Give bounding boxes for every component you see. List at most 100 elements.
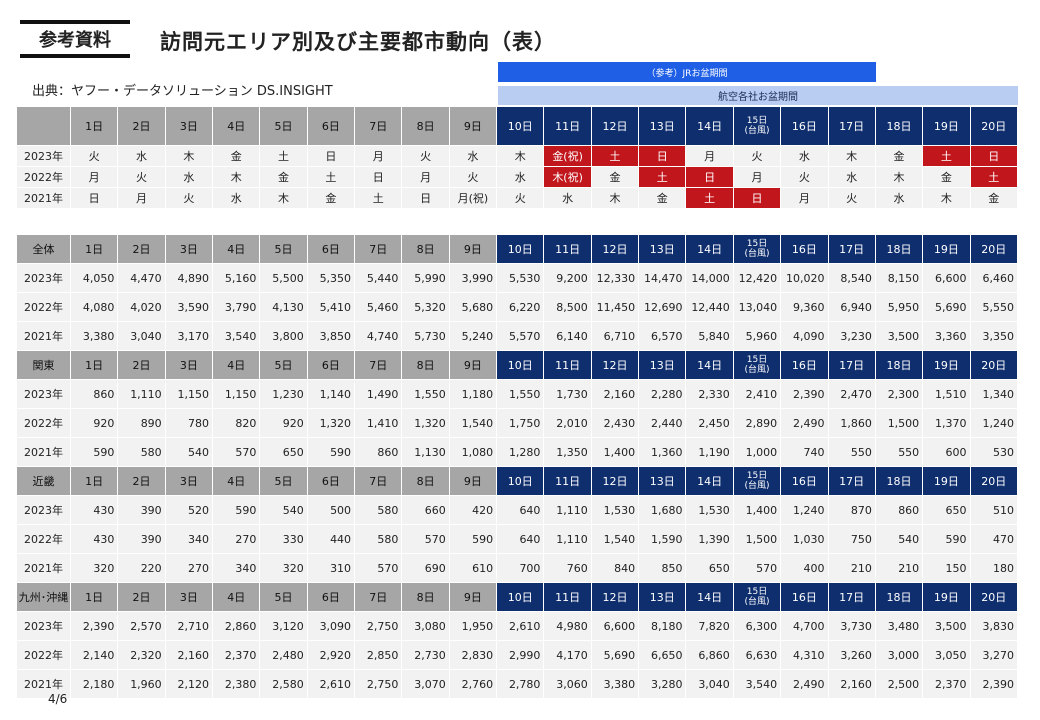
value-cell: 1,860	[828, 409, 875, 437]
day-header-cell: 5日	[260, 235, 307, 263]
day-header-cell: 18日	[875, 235, 923, 263]
day-header-cell: 15日 (台風)	[733, 107, 781, 145]
day-header-cell: 20日	[970, 107, 1017, 145]
value-cell: 2,140	[71, 641, 118, 669]
value-cell: 2,570	[118, 612, 165, 640]
value-cell: 2,490	[781, 409, 828, 437]
data-row: 2021年 590 580 540 570 650 590 860 1,130 1,080 1,28…	[17, 438, 1017, 466]
value-cell: 5,160	[213, 264, 260, 292]
day-header-cell: 7日	[355, 351, 402, 379]
value-cell: 540	[165, 438, 213, 466]
day-header-cell: 11日	[544, 235, 591, 263]
value-cell: 820	[213, 409, 260, 437]
day-header-cell: 12日	[591, 107, 639, 145]
value-cell: 340	[165, 525, 213, 553]
value-cell: 2,330	[686, 380, 733, 408]
value-cell: 500	[307, 496, 355, 524]
value-cell: 1,140	[307, 380, 355, 408]
weekday-cell: 土	[686, 188, 733, 208]
section-label: 近畿	[17, 467, 70, 495]
value-cell: 2,610	[497, 612, 544, 640]
weekday-cell: 木	[213, 167, 260, 187]
weekday-cell: 月	[781, 188, 828, 208]
day-header-cell: 6日	[307, 235, 355, 263]
value-cell: 9,360	[781, 293, 828, 321]
value-cell: 550	[875, 438, 923, 466]
day-header-cell: 5日	[260, 351, 307, 379]
day-header-cell: 1日	[71, 107, 118, 145]
day-header-cell: 19日	[923, 583, 970, 611]
value-cell: 6,460	[970, 264, 1017, 292]
value-cell: 14,470	[639, 264, 686, 292]
day-header-cell: 19日	[923, 235, 970, 263]
value-cell: 640	[497, 525, 544, 553]
weekday-header-row: 1日 2日 3日 4日 5日 6日 7日 8日 9日 10日 11日 12日 13日 14日 15日 (台風)…	[17, 107, 1017, 145]
weekday-cell: 木	[497, 146, 544, 166]
day-header-cell: 11日	[544, 351, 591, 379]
weekday-cell: 木(祝)	[544, 167, 591, 187]
weekday-cell: 土	[260, 146, 307, 166]
weekday-cell: 金	[970, 188, 1017, 208]
day-header-cell: 16日	[781, 351, 828, 379]
weekday-cell: 金	[260, 167, 307, 187]
day-header-cell: 2日	[118, 583, 165, 611]
value-cell: 650	[260, 438, 307, 466]
day-header-cell: 7日	[355, 583, 402, 611]
value-cell: 3,790	[213, 293, 260, 321]
value-cell: 1,510	[923, 380, 970, 408]
value-cell: 4,080	[71, 293, 118, 321]
day-header-cell: 2日	[118, 351, 165, 379]
value-cell: 6,140	[544, 322, 591, 350]
value-cell: 470	[970, 525, 1017, 553]
value-cell: 2,430	[591, 409, 639, 437]
weekday-cell: 金	[639, 188, 686, 208]
value-cell: 2,580	[260, 670, 307, 698]
day-header-cell: 8日	[402, 235, 449, 263]
day-header-cell: 7日	[355, 467, 402, 495]
value-cell: 1,730	[544, 380, 591, 408]
weekday-cell: 木	[923, 188, 970, 208]
year-label: 2022年	[17, 167, 70, 187]
day-header-cell: 20日	[970, 351, 1017, 379]
section-label	[17, 107, 70, 145]
value-cell: 4,130	[260, 293, 307, 321]
day-header-cell: 1日	[71, 351, 118, 379]
weekday-cell: 土	[639, 167, 686, 187]
value-cell: 5,570	[497, 322, 544, 350]
value-cell: 780	[165, 409, 213, 437]
value-cell: 1,190	[686, 438, 733, 466]
day-header-cell: 9日	[449, 351, 497, 379]
weekday-cell: 水	[781, 146, 828, 166]
value-cell: 3,480	[875, 612, 923, 640]
data-row: 2022年 2,140 2,320 2,160 2,370 2,480 2,920 2,850…	[17, 641, 1017, 669]
day-header-cell: 4日	[213, 467, 260, 495]
value-cell: 1,530	[686, 496, 733, 524]
value-cell: 610	[449, 554, 497, 582]
weekday-cell: 日	[307, 146, 355, 166]
day-header-cell: 2日	[118, 107, 165, 145]
value-cell: 660	[402, 496, 449, 524]
day-header-cell: 4日	[213, 351, 260, 379]
value-cell: 4,740	[355, 322, 402, 350]
value-cell: 1,110	[544, 496, 591, 524]
value-cell: 6,300	[733, 612, 781, 640]
value-cell: 1,080	[449, 438, 497, 466]
weekday-row: 2023年火水木金土日月火水木金(祝) 土日月火水木金土日	[17, 146, 1017, 166]
value-cell: 6,940	[828, 293, 875, 321]
value-cell: 3,000	[875, 641, 923, 669]
weekday-cell: 日	[733, 188, 781, 208]
value-cell: 3,360	[923, 322, 970, 350]
day-header-cell: 12日	[591, 467, 639, 495]
value-cell: 1,590	[639, 525, 686, 553]
value-cell: 1,150	[165, 380, 213, 408]
value-cell: 1,370	[923, 409, 970, 437]
value-cell: 6,570	[639, 322, 686, 350]
year-label: 2023年	[17, 264, 70, 292]
value-cell: 13,040	[733, 293, 781, 321]
value-cell: 1,390	[686, 525, 733, 553]
value-cell: 3,070	[402, 670, 449, 698]
value-cell: 2,450	[686, 409, 733, 437]
day-header-cell: 13日	[639, 107, 686, 145]
value-cell: 1,000	[733, 438, 781, 466]
value-cell: 2,390	[970, 670, 1017, 698]
